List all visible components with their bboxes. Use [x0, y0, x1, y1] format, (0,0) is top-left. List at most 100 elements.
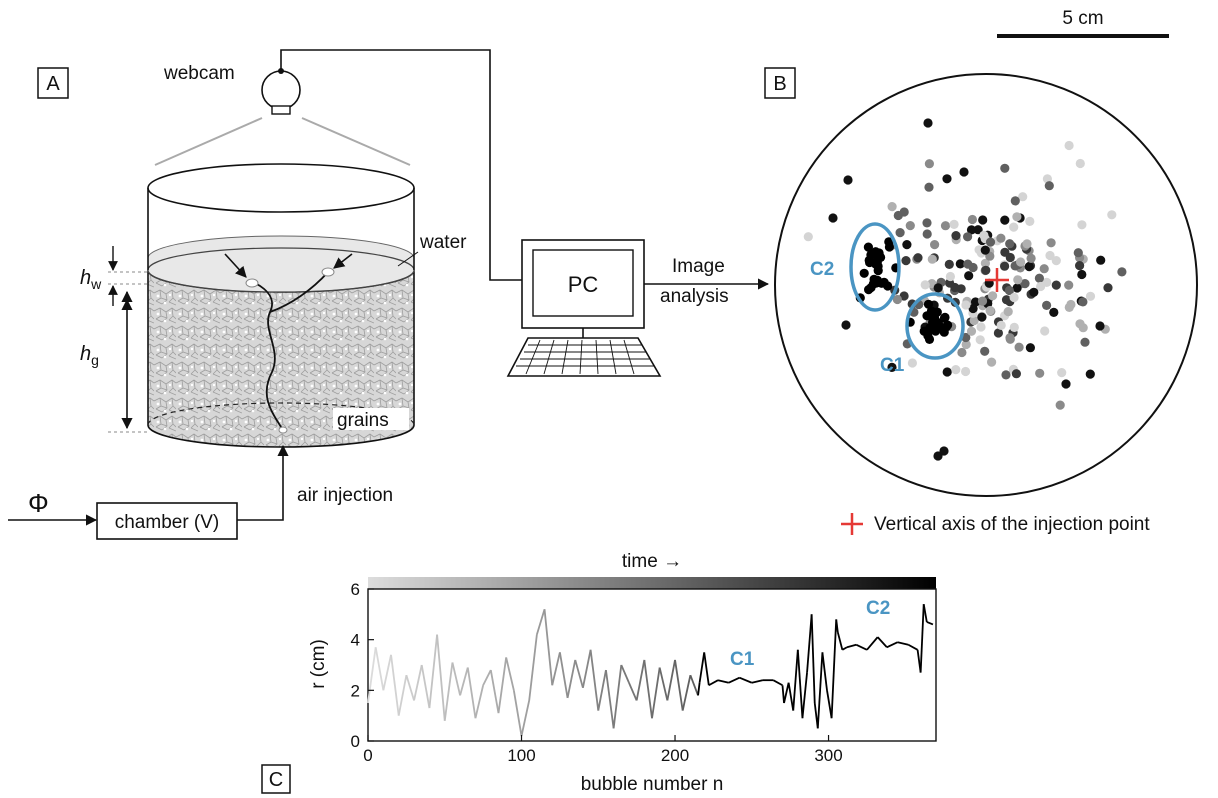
bubble-dot — [920, 280, 930, 290]
x-tick-label: 100 — [507, 746, 535, 765]
bubble-dot — [1014, 342, 1024, 352]
panel-c-letter: C — [269, 769, 283, 791]
series-line-segment — [922, 604, 928, 623]
bubble-dot — [1035, 368, 1045, 378]
bubble-dot — [924, 182, 934, 192]
image-analysis-label-2: analysis — [660, 286, 729, 307]
bubble-dot — [942, 367, 952, 377]
bubble-dot — [1000, 163, 1010, 173]
bubble-dot — [887, 362, 897, 372]
series-line-segment — [698, 652, 706, 683]
bubble-dot — [1077, 269, 1087, 280]
series-line-segment — [443, 662, 454, 721]
bubble-dot — [930, 240, 940, 250]
bubble-dot — [1025, 216, 1035, 226]
bubble-dot — [843, 175, 853, 185]
x-tick-label: 0 — [363, 746, 372, 765]
bubble-dot — [957, 347, 967, 358]
series-line-segment — [628, 682, 638, 701]
webcam-icon — [261, 68, 301, 115]
bubble-positions — [803, 118, 1127, 461]
bubble-dot — [913, 253, 923, 263]
series-line-segment — [528, 634, 538, 701]
bubble-dot — [884, 242, 895, 252]
series-line-segment — [697, 682, 701, 696]
bubble-dot — [873, 277, 883, 288]
bubble-dot — [892, 294, 903, 305]
bubble-dot — [964, 271, 974, 281]
series-line-segment — [566, 659, 577, 699]
bubble-dot — [977, 312, 987, 322]
bubble-dot — [1036, 281, 1046, 292]
series-line-segment — [841, 646, 848, 651]
y-tick-label: 6 — [351, 580, 360, 599]
bubble-dot — [1064, 280, 1074, 290]
air-injection-label: air injection — [297, 485, 393, 506]
series-line-segment — [835, 619, 839, 633]
bubble-dot — [1001, 370, 1011, 380]
bubble-dot — [1117, 267, 1127, 277]
series-line-segment — [674, 659, 684, 711]
webcam-cable — [280, 49, 522, 281]
bubble-dot — [939, 327, 949, 337]
series-line-segment — [836, 631, 844, 651]
bubble-dot — [1000, 261, 1010, 271]
bubble-dot — [969, 315, 979, 326]
bubble-dot — [1051, 256, 1061, 266]
series-line-segment — [886, 641, 899, 649]
bubble-dot — [1020, 279, 1030, 289]
y-axis-label: r (cm) — [308, 639, 329, 689]
series-line-segment — [551, 652, 561, 686]
chamber-box — [96, 502, 238, 540]
series-line-segment — [482, 669, 492, 686]
annotation-c2: C2 — [866, 598, 890, 619]
bubble-dot — [1077, 220, 1087, 230]
bubble-dot — [966, 326, 977, 336]
series-line-segment — [574, 659, 584, 689]
bubble-dot — [939, 446, 949, 456]
hg-label: hg — [80, 343, 99, 368]
series-line-segment — [374, 647, 385, 691]
bubble-dot — [879, 277, 889, 287]
bubble-dot — [940, 221, 951, 231]
series-line-segment — [866, 636, 879, 651]
bubble-dot — [922, 229, 932, 239]
injection-legend-mark — [841, 513, 863, 535]
bubble-dot — [968, 262, 978, 273]
series-line-segment — [459, 667, 469, 696]
series-line-segment — [717, 679, 729, 684]
bubble-dot — [1085, 291, 1096, 301]
panel-a: A webcam — [8, 49, 522, 540]
bubble-dot — [1064, 140, 1074, 151]
bubble-dot — [987, 357, 997, 367]
y-tick-label: 4 — [351, 631, 360, 650]
bubble-dot — [873, 261, 883, 271]
series-line-segment — [466, 667, 477, 719]
bubble-dot — [1022, 239, 1032, 249]
bubble-dot — [1004, 285, 1015, 296]
series-line-segment — [855, 643, 868, 651]
panel-b: B C2 C1 Vertical axis of the injection p… — [764, 67, 1198, 535]
series-line-segment — [806, 614, 813, 673]
bubble-dot — [996, 233, 1006, 243]
bubble-dot — [1012, 212, 1022, 222]
bubble-dot — [1005, 252, 1015, 263]
bubble-dot — [963, 232, 973, 242]
series-line-segment — [821, 652, 828, 691]
cluster-c1-label: C1 — [880, 355, 905, 376]
series-line-segment — [536, 609, 546, 635]
bubble-dot — [943, 320, 953, 330]
scale-bar-label: 5 cm — [1062, 8, 1103, 29]
bubble-dot — [874, 248, 884, 258]
bubble-dot — [1003, 307, 1013, 317]
pc-label: PC — [568, 272, 599, 297]
bubble-dot — [905, 221, 915, 231]
bubble-dot — [1040, 326, 1050, 336]
bubble-dot — [944, 259, 954, 269]
bubble-dot — [859, 268, 869, 278]
water-label: water — [419, 232, 467, 253]
bubble-dot — [1080, 337, 1090, 347]
x-tick-label: 300 — [814, 746, 842, 765]
bubble-dot — [1039, 264, 1049, 274]
series-line-segment — [635, 659, 646, 701]
